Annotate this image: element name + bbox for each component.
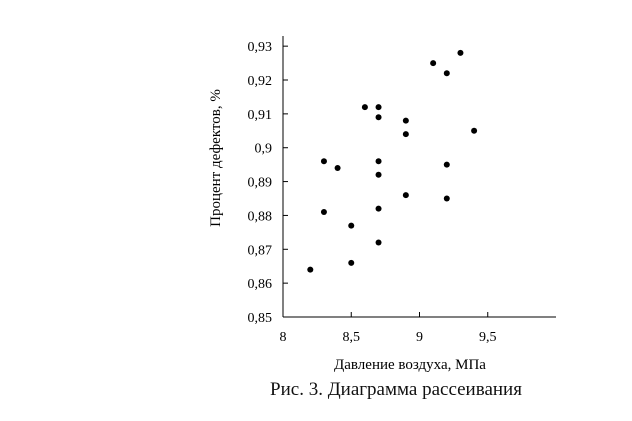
data-point xyxy=(443,195,450,202)
figure-caption: Рис. 3. Диаграмма рассеивания xyxy=(270,379,522,400)
x-axis-label: Давление воздуха, МПа xyxy=(334,357,486,373)
y-tick-label: 0,87 xyxy=(248,243,273,258)
data-point xyxy=(471,127,478,134)
x-tick-labels: 8 8,5 9 9,5 xyxy=(280,330,497,345)
data-point xyxy=(375,239,382,246)
data-point xyxy=(375,114,382,121)
data-point xyxy=(334,165,341,172)
data-point xyxy=(443,161,450,168)
data-points xyxy=(307,49,478,273)
data-point xyxy=(443,70,450,77)
data-point xyxy=(457,49,464,56)
data-point xyxy=(402,131,409,138)
data-point xyxy=(375,171,382,178)
data-point xyxy=(430,60,437,67)
x-tick-label: 8 xyxy=(280,330,287,345)
y-axis-label: Процент дефектов, % xyxy=(208,89,224,227)
y-tick-label: 0,9 xyxy=(255,142,273,157)
scatter-chart: 8 8,5 9 9,5 0,85 0,86 0,87 0,88 0,89 0,9 0,91 0,92… xyxy=(208,36,556,373)
x-tick-label: 9,5 xyxy=(479,330,497,345)
data-point xyxy=(307,266,314,273)
y-tick-label: 0,88 xyxy=(248,209,273,224)
figure-caption-row: Рис. 3. Диаграмма рассеивания xyxy=(0,379,632,401)
data-point xyxy=(402,117,409,124)
y-tick-label: 0,86 xyxy=(248,277,273,292)
data-point xyxy=(375,104,382,111)
tick-marks xyxy=(282,45,489,318)
y-tick-labels: 0,85 0,86 0,87 0,88 0,89 0,9 0,91 0,92 0,93 xyxy=(248,40,273,326)
data-point xyxy=(320,158,327,165)
x-tick-label: 8,5 xyxy=(343,330,361,345)
y-tick-label: 0,92 xyxy=(248,74,273,89)
data-point xyxy=(361,104,368,111)
axes xyxy=(282,36,556,318)
x-tick-label: 9 xyxy=(416,330,423,345)
data-point xyxy=(348,259,355,266)
data-point xyxy=(320,209,327,216)
data-point xyxy=(375,158,382,165)
y-tick-label: 0,91 xyxy=(248,108,273,123)
data-point xyxy=(402,192,409,199)
data-point xyxy=(375,205,382,212)
data-point xyxy=(348,222,355,229)
y-tick-label: 0,85 xyxy=(248,311,273,326)
y-tick-label: 0,89 xyxy=(248,176,273,191)
y-tick-label: 0,93 xyxy=(248,40,273,55)
